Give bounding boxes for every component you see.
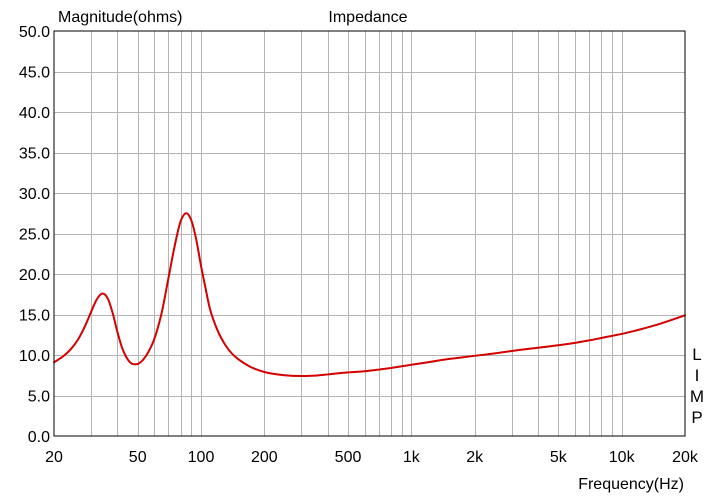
- side-label-i: I: [695, 366, 700, 385]
- x-tick-label: 2k: [466, 449, 484, 466]
- y-tick-label: 10.0: [19, 348, 50, 365]
- impedance-curve: [53, 212, 686, 378]
- x-axis-title: Frequency(Hz): [578, 476, 684, 493]
- x-axis-ticks: 20 50 100 200 500 1k 2k 5k 10k 20k: [45, 449, 699, 466]
- y-tick-label: 5.0: [28, 389, 50, 406]
- side-label-m: M: [690, 387, 704, 406]
- y-tick-label: 45.0: [19, 65, 50, 82]
- x-tick-label: 1k: [403, 449, 421, 466]
- y-tick-label: 25.0: [19, 227, 50, 244]
- y-tick-label: 30.0: [19, 186, 50, 203]
- y-tick-label: 50.0: [19, 24, 50, 41]
- y-axis-title: Magnitude(ohms): [58, 9, 183, 26]
- x-tick-label: 20: [45, 449, 63, 466]
- chart-title: Impedance: [328, 9, 407, 26]
- y-tick-label: 40.0: [19, 105, 50, 122]
- plot-frame: [53, 30, 686, 437]
- side-label-l: L: [692, 345, 701, 364]
- y-tick-label: 35.0: [19, 146, 50, 163]
- x-tick-label: 5k: [550, 449, 568, 466]
- x-tick-label: 10k: [609, 449, 636, 466]
- y-tick-label: 0.0: [28, 429, 50, 446]
- y-tick-label: 15.0: [19, 308, 50, 325]
- x-tick-label: 50: [129, 449, 147, 466]
- x-tick-label: 20k: [672, 449, 699, 466]
- x-tick-label: 500: [335, 449, 362, 466]
- x-tick-label: 200: [251, 449, 278, 466]
- x-tick-label: 100: [188, 449, 215, 466]
- y-tick-label: 20.0: [19, 267, 50, 284]
- side-label-p: P: [691, 408, 702, 427]
- y-axis-ticks: 0.0 5.0 10.0 15.0 20.0 25.0 30.0 35.0 40.0 45.0 50…: [19, 24, 50, 446]
